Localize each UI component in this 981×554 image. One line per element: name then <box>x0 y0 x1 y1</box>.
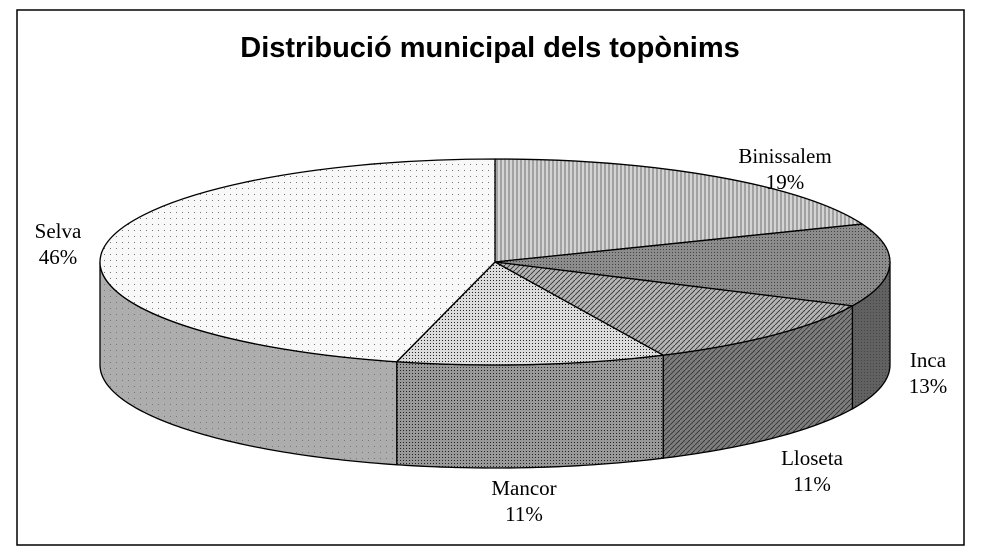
slice-value-label: 19% <box>766 170 805 194</box>
slice-label: Mancor <box>491 476 556 500</box>
frame <box>16 9 965 546</box>
slice-texture <box>396 261 664 366</box>
slice-label: Binissalem <box>738 144 831 168</box>
slice-value-label: 46% <box>39 245 78 269</box>
slice-texture <box>494 261 854 356</box>
slice-value-label: 13% <box>909 374 948 398</box>
slice-texture <box>494 158 863 263</box>
slice-label: Inca <box>910 348 947 372</box>
slice-side-texture <box>396 354 664 469</box>
slice-label: Lloseta <box>781 446 843 470</box>
chart-title: Distribució municipal dels topònims <box>240 32 740 64</box>
slice-label: Selva <box>35 219 82 243</box>
slice-texture <box>99 158 496 363</box>
slice-value-label: 11% <box>793 472 831 496</box>
slice-value-label: 11% <box>505 502 543 526</box>
slice-texture <box>494 223 891 307</box>
